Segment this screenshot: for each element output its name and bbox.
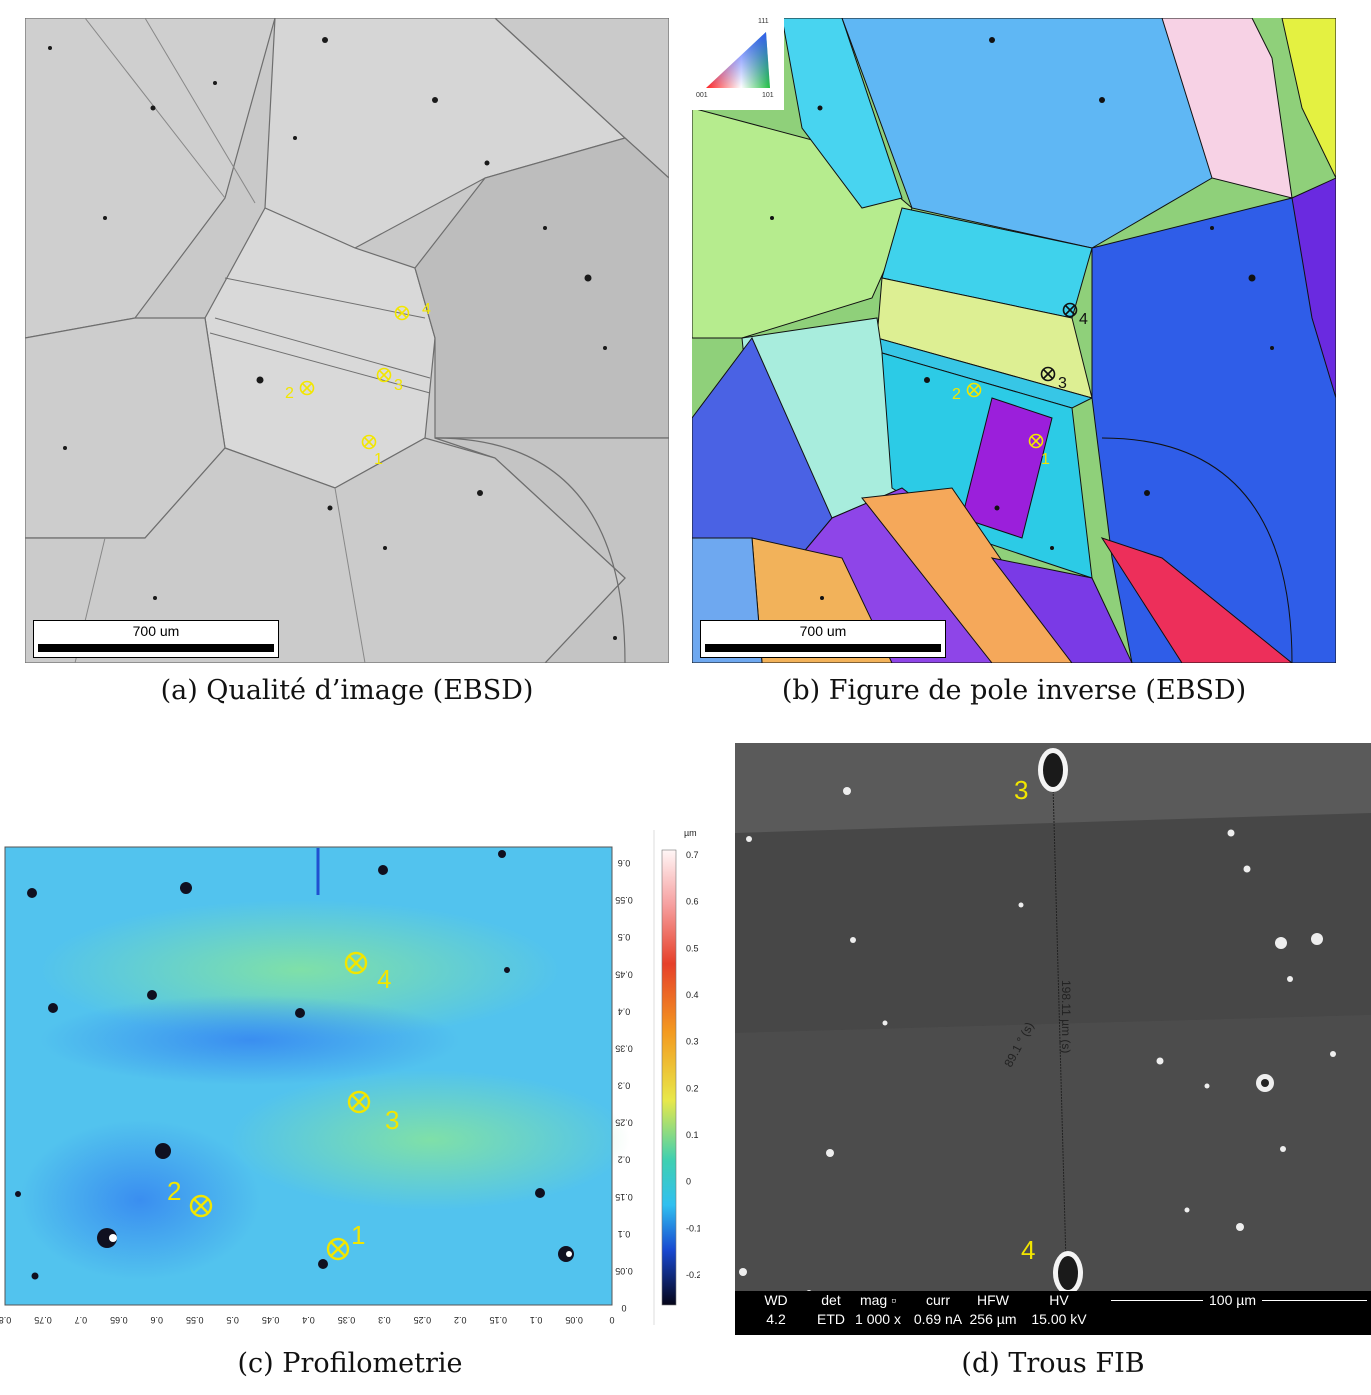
- caption-a: (a) Qualité d’image (EBSD): [160, 675, 534, 706]
- right-axis-tick-label: 0.6: [618, 858, 631, 868]
- panel-b-markers: [966, 302, 1078, 449]
- sem-wd: WD4.2 mm: [764, 1292, 788, 1335]
- right-axis-tick-label: 0.4: [618, 1006, 631, 1016]
- measure-length-text: 198.11 µm (s): [1059, 980, 1073, 1053]
- sem-mag: mag ▫ 1 000 x: [855, 1292, 901, 1327]
- colorbar-tick-label: 0: [686, 1177, 691, 1187]
- right-axis-tick-label: 0.2: [618, 1155, 631, 1165]
- panel-a-scalebar-label: 700 um: [132, 623, 180, 639]
- bottom-axis-tick-label: 0.1: [530, 1315, 543, 1325]
- marker-b-4-label: 4: [1079, 311, 1088, 328]
- bottom-axis-tick-label: 0.7: [75, 1315, 88, 1325]
- colorbar-tick-label: 0.4: [686, 990, 699, 1000]
- colorbar-tick-label: 0.1: [686, 1130, 699, 1140]
- panel-a-scalebar-bar: [38, 644, 274, 652]
- profilometry-axis-labels: 0.6 0.55 0.5 0.45 0.4 0.35 0.3 0.25 0.2 0.15 0.1 0.…: [0, 850, 700, 1325]
- bottom-axis-tick-label: 0.75: [34, 1315, 52, 1325]
- right-axis-tick-label: 0.15: [615, 1192, 633, 1202]
- colorbar-tick-label: 0.7: [686, 850, 699, 860]
- bottom-axis-tick-label: 0.3: [378, 1315, 391, 1325]
- grayscale-ebsd-map: [25, 18, 669, 663]
- sem-curr: curr 0.69 nA: [913, 1292, 963, 1327]
- bottom-axis-tick-label: 0.05: [565, 1315, 583, 1325]
- bottom-axis-tick-label: 0.5: [226, 1315, 239, 1325]
- bottom-axis-tick-label: 0.8: [0, 1315, 11, 1325]
- marker-c-4-label: 4: [377, 964, 392, 994]
- marker-b-1-label: 1: [1041, 451, 1050, 468]
- panel-a-scalebar: 700 um: [33, 620, 279, 658]
- marker-a-4-label: 4: [422, 301, 431, 318]
- bottom-axis-tick-label: 0.55: [186, 1315, 204, 1325]
- bottom-axis-tick-label: 0.15: [489, 1315, 507, 1325]
- marker-a-1-label: 1: [374, 451, 383, 468]
- sem-scalebar-label: 100 µm: [1203, 1292, 1262, 1308]
- right-axis-tick-label: 0.55: [615, 895, 633, 905]
- right-axis-tick-label: 0.45: [615, 969, 633, 979]
- right-axis-tick-label: 0.25: [615, 1118, 633, 1128]
- ipf-legend-right: 101: [762, 92, 774, 99]
- bottom-axis-tick-label: 0.35: [338, 1315, 356, 1325]
- panel-c-profilometry: 0.6 0.55 0.5 0.45 0.4 0.35 0.3 0.25 0.2 0.15 0.1 0.…: [0, 820, 700, 1325]
- caption-c: (c) Profilometrie: [237, 1348, 463, 1379]
- sem-hfw: HFW 256 µm: [969, 1292, 1017, 1327]
- colorbar-tick-label: 0.6: [686, 897, 699, 907]
- marker-a-2-label: 2: [285, 385, 294, 402]
- marker-b-3-label: 3: [1058, 375, 1067, 392]
- colorbar-tick-label: 0.5: [686, 943, 699, 953]
- panel-b-scalebar-label: 700 um: [799, 623, 847, 639]
- bottom-axis-tick-label: 0.65: [110, 1315, 128, 1325]
- panel-a-markers: [299, 305, 410, 450]
- panel-d-fib-holes: 89.1 ° (s) 198.11 µm (s) 3 4 WD4.2 mm de…: [735, 743, 1371, 1335]
- right-axis-tick-label: 0.05: [615, 1266, 633, 1276]
- profilometry-map: [4, 830, 677, 1325]
- bottom-axis-tick-label: 0.2: [454, 1315, 467, 1325]
- panel-b-scalebar: 700 um: [700, 620, 946, 658]
- colorbar-tick-label: 0.2: [686, 1083, 699, 1093]
- panel-c-markers: [189, 951, 371, 1261]
- bottom-axis-tick-label: 0.25: [414, 1315, 432, 1325]
- sem-det: det ETD: [817, 1292, 845, 1327]
- bottom-axis-tick-label: 0.45: [262, 1315, 280, 1325]
- ipf-color-map: [692, 18, 1336, 663]
- sem-image: 89.1 ° (s) 198.11 µm (s): [735, 743, 1371, 1296]
- caption-d: (d) Trous FIB: [961, 1348, 1145, 1379]
- ipf-triangle-icon: [706, 32, 770, 88]
- right-axis-tick-label: 0.3: [618, 1081, 631, 1091]
- right-axis-tick-label: 0.35: [615, 1043, 633, 1053]
- sem-hv: HV 15.00 kV: [1031, 1292, 1087, 1327]
- ipf-legend-top: 111: [758, 18, 769, 25]
- caption-b: (b) Figure de pole inverse (EBSD): [781, 675, 1247, 706]
- colorbar-unit: µm: [684, 828, 697, 838]
- bottom-axis-tick-label: 0.4: [302, 1315, 315, 1325]
- right-axis-tick-label: 0: [621, 1303, 626, 1313]
- bottom-axis-tick-label: 0.6: [150, 1315, 163, 1325]
- marker-c-3-label: 3: [385, 1105, 400, 1135]
- marker-d-3-label: 3: [1014, 775, 1029, 805]
- panel-a-image-quality: 1 2 3 4 700 um: [25, 18, 669, 663]
- ipf-legend: 111 001 101: [692, 18, 784, 110]
- right-axis-tick-label: 0.1: [618, 1229, 631, 1239]
- marker-c-2-label: 2: [167, 1176, 182, 1206]
- marker-c-1-label: 1: [351, 1220, 366, 1250]
- right-axis-tick-label: 0.5: [618, 932, 631, 942]
- colorbar-tick-label: -0.1: [686, 1223, 700, 1233]
- bottom-axis-tick-label: 0: [609, 1315, 614, 1325]
- panel-b-scalebar-bar: [705, 644, 941, 652]
- ipf-legend-left: 001: [696, 92, 708, 99]
- panel-b-inverse-pole-figure: 111 001 101 1 2 3 4 700 um: [692, 18, 1336, 663]
- marker-d-4-label: 4: [1021, 1235, 1036, 1265]
- profilometry-axes: 0.6 0.55 0.5 0.45 0.4 0.35 0.3 0.25 0.2 0.15 0.1 0.…: [0, 820, 700, 1325]
- colorbar-tick-label: -0.2: [686, 1270, 700, 1280]
- colorbar-tick-label: 0.3: [686, 1037, 699, 1047]
- marker-a-3-label: 3: [394, 377, 403, 394]
- marker-b-2-label: 2: [952, 386, 961, 403]
